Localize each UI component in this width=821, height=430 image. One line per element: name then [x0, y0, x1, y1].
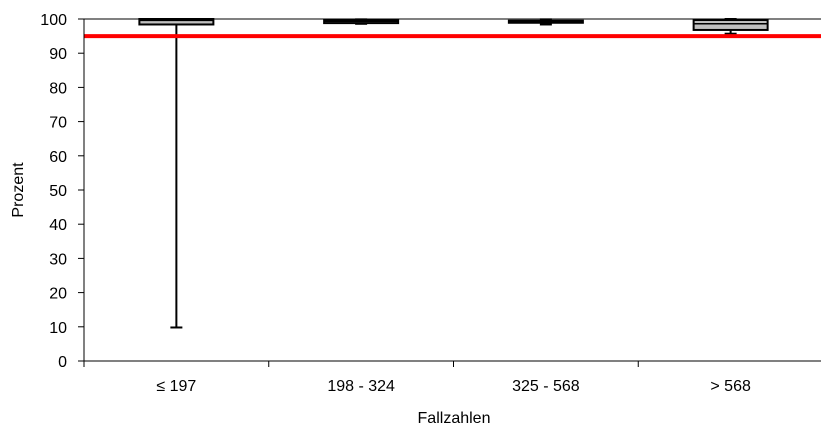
- y-tick-label: 70: [49, 115, 67, 132]
- box-3: [692, 18, 769, 35]
- y-tick-label: 60: [49, 149, 67, 166]
- y-tick-label: 0: [58, 354, 67, 371]
- box-2: [507, 18, 584, 26]
- x-axis-ticks: ≤ 197 198 - 324 325 - 568 > 568: [83, 361, 751, 395]
- x-axis-title: Fallzahlen: [418, 410, 491, 427]
- x-tick-label: 198 - 324: [327, 378, 395, 395]
- y-tick-label: 30: [49, 251, 67, 268]
- x-tick-label: 325 - 568: [512, 378, 580, 395]
- y-axis-ticks: 0 10 20 30 40 50 60 70 80 90 100: [40, 12, 84, 371]
- iqr-box: [692, 19, 769, 31]
- y-tick-label: 100: [40, 12, 67, 29]
- boxes-layer: [138, 18, 769, 329]
- y-tick-label: 20: [49, 286, 67, 303]
- y-tick-label: 40: [49, 217, 67, 234]
- x-tick-label: ≤ 197: [156, 378, 196, 395]
- x-tick-label: > 568: [710, 378, 751, 395]
- axes: [83, 18, 821, 362]
- y-tick-label: 90: [49, 46, 67, 63]
- y-tick-label: 10: [49, 320, 67, 337]
- box-0: [138, 18, 215, 329]
- y-tick-label: 80: [49, 80, 67, 97]
- box-1: [323, 18, 400, 25]
- y-tick-label: 50: [49, 183, 67, 200]
- y-axis-title: Prozent: [10, 162, 27, 218]
